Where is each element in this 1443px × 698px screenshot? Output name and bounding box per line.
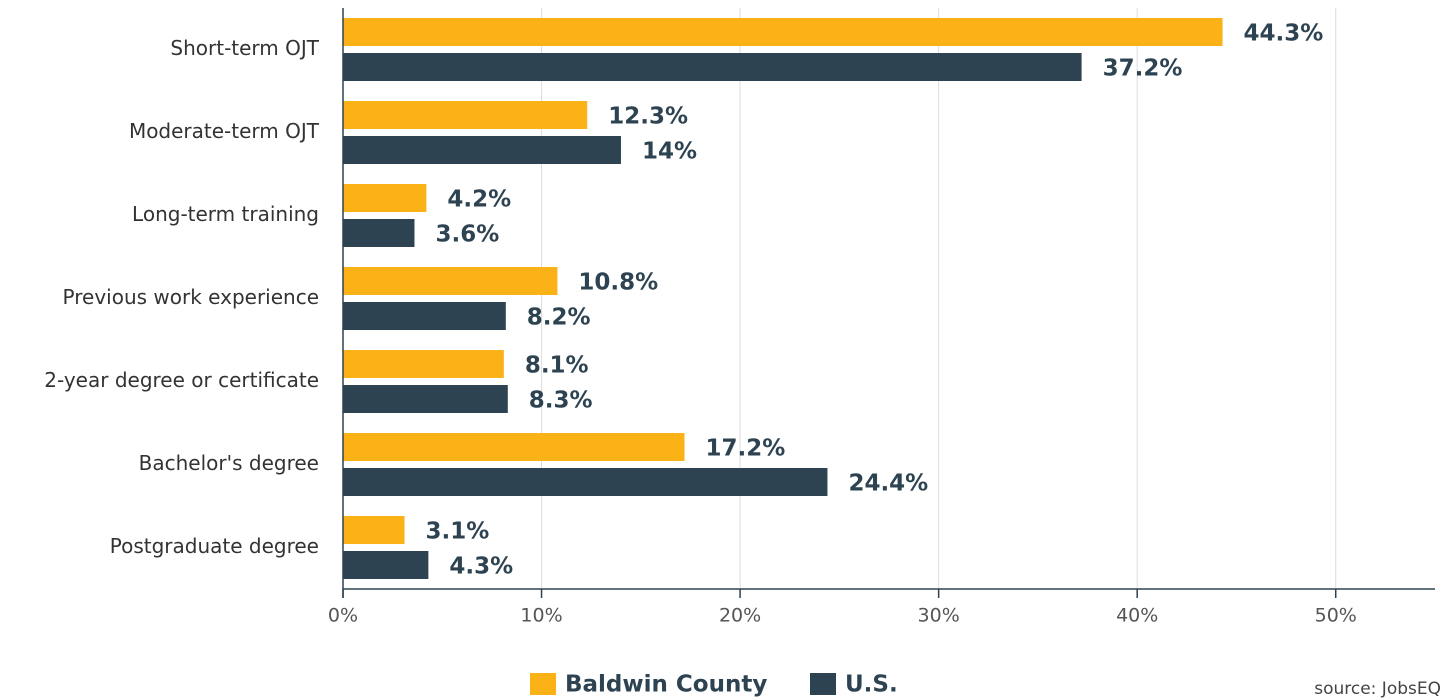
value-label: 14% bbox=[642, 139, 697, 165]
value-label: 8.2% bbox=[527, 305, 591, 331]
x-tick-label: 40% bbox=[1116, 605, 1158, 627]
bar bbox=[343, 53, 1082, 81]
value-label: 12.3% bbox=[608, 104, 688, 130]
bar bbox=[343, 350, 504, 378]
x-tick-label: 20% bbox=[719, 605, 761, 627]
source: source: JobsEQ bbox=[1314, 679, 1441, 698]
bar bbox=[343, 101, 588, 129]
value-label: 17.2% bbox=[705, 436, 785, 462]
legend-swatch bbox=[810, 673, 836, 695]
category-label: Postgraduate degree bbox=[110, 534, 319, 558]
value-label: 8.1% bbox=[525, 353, 589, 379]
bar bbox=[343, 433, 685, 461]
value-label: 10.8% bbox=[578, 270, 658, 296]
legend-swatch bbox=[530, 673, 556, 695]
value-label: 4.2% bbox=[447, 187, 511, 213]
bar bbox=[343, 184, 427, 212]
bar bbox=[343, 302, 506, 330]
bar bbox=[343, 468, 828, 496]
value-label: 3.6% bbox=[435, 222, 499, 248]
category-label: Long-term training bbox=[132, 202, 319, 226]
bar bbox=[343, 267, 558, 295]
x-tick-label: 50% bbox=[1315, 605, 1357, 627]
value-label: 24.4% bbox=[848, 471, 928, 497]
bar bbox=[343, 219, 415, 247]
x-tick-label: 0% bbox=[328, 605, 358, 627]
legend-label: U.S. bbox=[845, 672, 898, 698]
value-label: 3.1% bbox=[426, 519, 490, 545]
bar bbox=[343, 385, 508, 413]
bar bbox=[343, 18, 1223, 46]
x-tick-label: 10% bbox=[520, 605, 562, 627]
value-label: 4.3% bbox=[449, 554, 513, 580]
bar bbox=[343, 551, 429, 579]
category-label: Bachelor's degree bbox=[139, 451, 319, 475]
category-label: Moderate-term OJT bbox=[129, 119, 320, 143]
value-label: 8.3% bbox=[529, 388, 593, 414]
category-label: Previous work experience bbox=[63, 285, 319, 309]
value-label: 44.3% bbox=[1244, 21, 1324, 47]
x-tick-label: 30% bbox=[918, 605, 960, 627]
value-label: 37.2% bbox=[1103, 56, 1183, 82]
bar bbox=[343, 516, 405, 544]
legend-label: Baldwin County bbox=[565, 672, 767, 698]
category-label: 2-year degree or certificate bbox=[44, 368, 319, 392]
bar bbox=[343, 136, 621, 164]
category-label: Short-term OJT bbox=[170, 36, 319, 60]
